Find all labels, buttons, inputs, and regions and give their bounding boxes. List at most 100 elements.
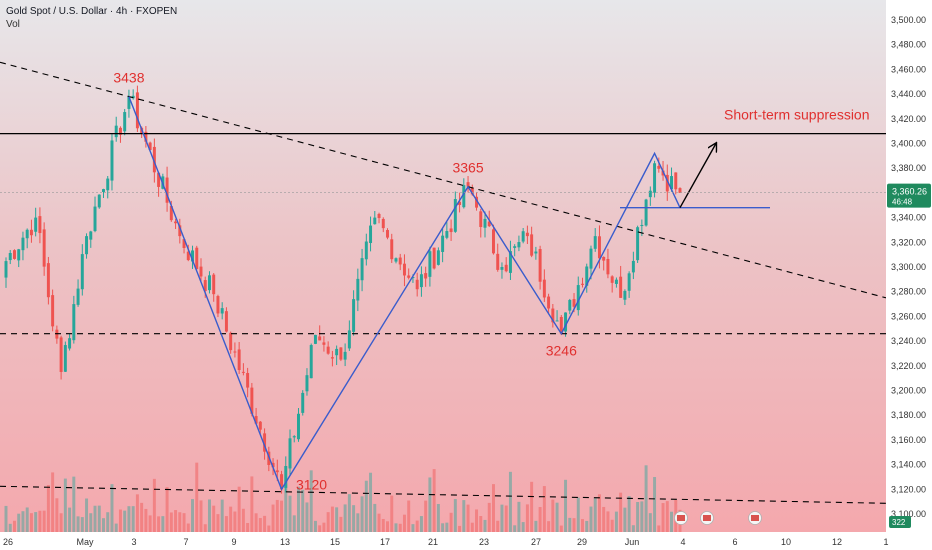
candle-body — [466, 182, 470, 187]
volume-bar — [627, 496, 631, 532]
volume-bar — [182, 513, 186, 532]
candle-body — [229, 332, 233, 351]
volume-bar — [38, 510, 42, 532]
candle-body — [85, 236, 89, 255]
candle-body — [568, 299, 572, 311]
volume-bar — [93, 505, 97, 532]
candle-body — [390, 239, 394, 260]
y-tick-label: 3,200.00 — [891, 386, 926, 396]
countdown-label: 46:48 — [892, 198, 913, 207]
candle-body — [207, 275, 211, 291]
candle-body — [492, 229, 495, 254]
candle-body — [479, 211, 483, 228]
volume-bar — [619, 492, 623, 532]
volume-bar — [229, 506, 233, 532]
volume-bar — [360, 496, 364, 532]
candle-body — [309, 345, 313, 379]
x-tick-label: May — [76, 537, 94, 547]
candle-body — [360, 258, 364, 281]
candle-body — [29, 229, 33, 236]
volume-bar — [114, 523, 118, 532]
candle-body — [432, 247, 436, 269]
candle-body — [653, 163, 657, 193]
y-tick-label: 3,380.00 — [891, 163, 926, 173]
candle-body — [475, 196, 479, 208]
volume-bar — [644, 465, 648, 532]
candle-body — [152, 146, 156, 173]
candle-body — [335, 348, 339, 356]
candle-body — [453, 199, 457, 232]
volume-bar — [470, 522, 474, 532]
candle-body — [127, 96, 131, 109]
candle-body — [212, 274, 216, 295]
volume-bar — [597, 494, 601, 532]
volume-bar — [301, 489, 305, 532]
volume-bar — [123, 510, 127, 532]
candle-body — [670, 176, 674, 190]
candle-body — [174, 221, 178, 224]
candle-body — [46, 263, 50, 298]
volume-bar — [483, 519, 487, 532]
x-tick-label: 15 — [330, 537, 340, 547]
volume-bar — [271, 504, 275, 532]
candle-body — [216, 296, 220, 314]
volume-bar — [636, 502, 640, 532]
event-flag-icon — [751, 515, 759, 521]
candle-body — [559, 316, 563, 334]
volume-bar — [178, 512, 182, 532]
y-tick-label: 3,440.00 — [891, 89, 926, 99]
candle-body — [102, 189, 105, 193]
volume-bar — [390, 495, 394, 532]
event-flag-icon — [703, 515, 711, 521]
candle-body — [572, 299, 576, 307]
symbol-title[interactable]: Gold Spot / U.S. Dollar · 4h · FXOPEN — [6, 6, 178, 17]
volume-bar — [559, 525, 563, 532]
candle-body — [191, 250, 194, 262]
candle-body — [275, 470, 279, 473]
candle-body — [106, 178, 110, 191]
volume-bar — [305, 502, 309, 532]
volume-bar — [233, 511, 237, 532]
candle-body — [347, 330, 351, 349]
volume-bar — [339, 516, 343, 532]
candle-body — [4, 261, 8, 278]
volume-bar — [428, 477, 432, 532]
volume-bar — [152, 478, 156, 532]
x-tick-label: 4 — [680, 537, 685, 547]
x-tick-label: Jun — [625, 537, 640, 547]
candle-body — [513, 246, 517, 248]
volume-bar — [623, 507, 627, 532]
candle-body — [186, 251, 190, 261]
volume-bar — [466, 504, 470, 532]
x-tick-label: 13 — [280, 537, 290, 547]
y-tick-label: 3,100.00 — [891, 509, 926, 519]
volume-bar — [576, 497, 580, 532]
y-tick-label: 3,140.00 — [891, 460, 926, 470]
volume-bar — [538, 507, 542, 532]
candle-body — [169, 206, 173, 221]
candle-body — [305, 375, 309, 392]
volume-bar — [542, 486, 546, 532]
volume-bar — [657, 525, 661, 532]
candle-body — [68, 338, 72, 349]
volume-bar — [224, 516, 228, 532]
candle-body — [199, 266, 203, 277]
y-tick-label: 3,340.00 — [891, 213, 926, 223]
candle-body — [576, 285, 580, 311]
volume-bar — [326, 512, 330, 532]
candle-body — [118, 127, 122, 135]
candle-body — [547, 296, 551, 309]
candle-body — [21, 237, 25, 251]
volume-bar — [547, 521, 551, 532]
volume-bar — [237, 486, 241, 532]
volume-bar — [534, 520, 538, 532]
volume-bar — [309, 470, 313, 532]
candle-body — [322, 342, 326, 345]
label-3120: 3120 — [296, 476, 327, 492]
volume-bar — [475, 509, 479, 532]
candle-body — [8, 252, 12, 261]
volume-bar — [441, 523, 445, 532]
candle-body — [483, 218, 487, 228]
y-tick-label: 3,120.00 — [891, 484, 926, 494]
